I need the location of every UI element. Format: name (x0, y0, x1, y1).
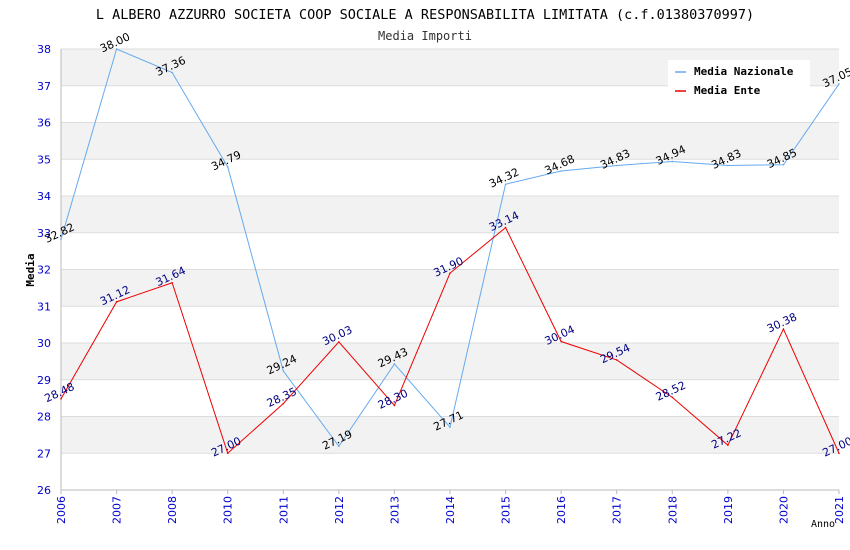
x-tick-label: 2021 (833, 496, 846, 524)
data-point-ente (671, 396, 674, 399)
data-point-ente (60, 398, 62, 400)
plot-background (61, 49, 839, 490)
data-point-ente (727, 444, 729, 446)
x-tick-labels: 2006 2007 2008 2010 2011 2012 2013 2014 2015 2016… (55, 496, 846, 524)
data-point-nazionale (115, 48, 118, 50)
x-tick-label: 2018 (666, 496, 679, 524)
y-tick-label: 34 (37, 190, 51, 203)
x-tick-label: 2011 (277, 496, 290, 524)
data-point-ente (171, 281, 173, 284)
data-point-ente (449, 272, 451, 274)
data-point-nazionale (338, 445, 340, 448)
legend-box (668, 60, 810, 88)
data-point-nazionale (838, 83, 840, 85)
y-tick-label: 29 (37, 374, 51, 387)
data-point-nazionale (60, 238, 62, 241)
y-tick-label: 38 (37, 43, 51, 56)
legend-label-nazionale: Media Nazionale (694, 65, 794, 78)
data-point-nazionale (727, 164, 729, 167)
data-point-nazionale (171, 71, 173, 74)
data-point-nazionale (282, 370, 285, 372)
data-point-nazionale (615, 164, 618, 167)
plot-band (61, 379, 839, 417)
chart-title: L ALBERO AZZURRO SOCIETA COOP SOCIALE A … (96, 7, 754, 23)
data-point-ente (393, 404, 396, 407)
data-point-ente (504, 226, 507, 229)
y-tick-label: 37 (37, 80, 51, 93)
plot-band (61, 232, 839, 270)
data-point-ente (560, 340, 562, 343)
data-point-ente (226, 452, 229, 455)
data-point-ente (838, 452, 840, 455)
x-tick-label: 2015 (500, 496, 513, 524)
y-tick-label: 27 (37, 447, 51, 460)
data-point-ente (782, 328, 785, 330)
x-tick-label: 2020 (777, 496, 790, 524)
x-tick-label: 2019 (722, 496, 735, 524)
plot-band (61, 306, 839, 343)
y-tick-label: 26 (37, 484, 51, 497)
plot-band (61, 343, 839, 380)
chart-subtitle: Media Importi (378, 29, 472, 43)
legend: Media Nazionale Media Ente (668, 60, 810, 97)
x-tick-label: 2016 (555, 496, 568, 524)
y-tick-label: 33 (37, 227, 51, 240)
y-tick-label: 28 (37, 411, 51, 424)
y-tick-label: 30 (37, 337, 51, 350)
y-axis-label: Media (24, 253, 37, 286)
data-point-nazionale (449, 426, 451, 428)
x-tick-label: 2010 (222, 496, 235, 524)
data-point-ente (115, 301, 118, 303)
data-point-ente (338, 341, 340, 343)
plot-band (61, 122, 839, 160)
y-tick-label: 35 (37, 153, 51, 166)
x-tick-label: 2008 (166, 496, 179, 524)
data-point-nazionale (560, 170, 562, 172)
data-point-nazionale (393, 363, 396, 365)
series-lines (60, 48, 840, 455)
x-tick-label: 2012 (333, 496, 346, 524)
x-tick-label: 2014 (444, 496, 457, 524)
y-tick-label: 32 (37, 264, 51, 277)
plot-band (61, 196, 839, 233)
plot-band (61, 159, 839, 196)
data-point-nazionale (782, 163, 785, 166)
x-tick-label: 2006 (55, 496, 68, 524)
plot-band (61, 269, 839, 307)
x-tick-label: 2013 (388, 496, 401, 524)
plot-band (61, 453, 839, 490)
y-tick-label: 31 (37, 300, 51, 313)
x-tick-label: 2017 (611, 496, 624, 524)
data-point-nazionale (226, 166, 229, 168)
legend-label-ente: Media Ente (694, 84, 761, 97)
y-tick-label: 36 (37, 117, 51, 130)
data-point-nazionale (504, 183, 507, 186)
data-point-ente (282, 402, 285, 405)
x-axis-label: Anno (811, 519, 835, 530)
data-point-nazionale (671, 160, 674, 163)
y-tick-labels: 26 27 28 29 30 31 32 33 34 35 36 37 38 (37, 43, 51, 497)
x-tick-label: 2007 (111, 496, 124, 524)
axes (60, 49, 840, 494)
plot-band (61, 416, 839, 454)
data-point-ente (615, 359, 618, 361)
